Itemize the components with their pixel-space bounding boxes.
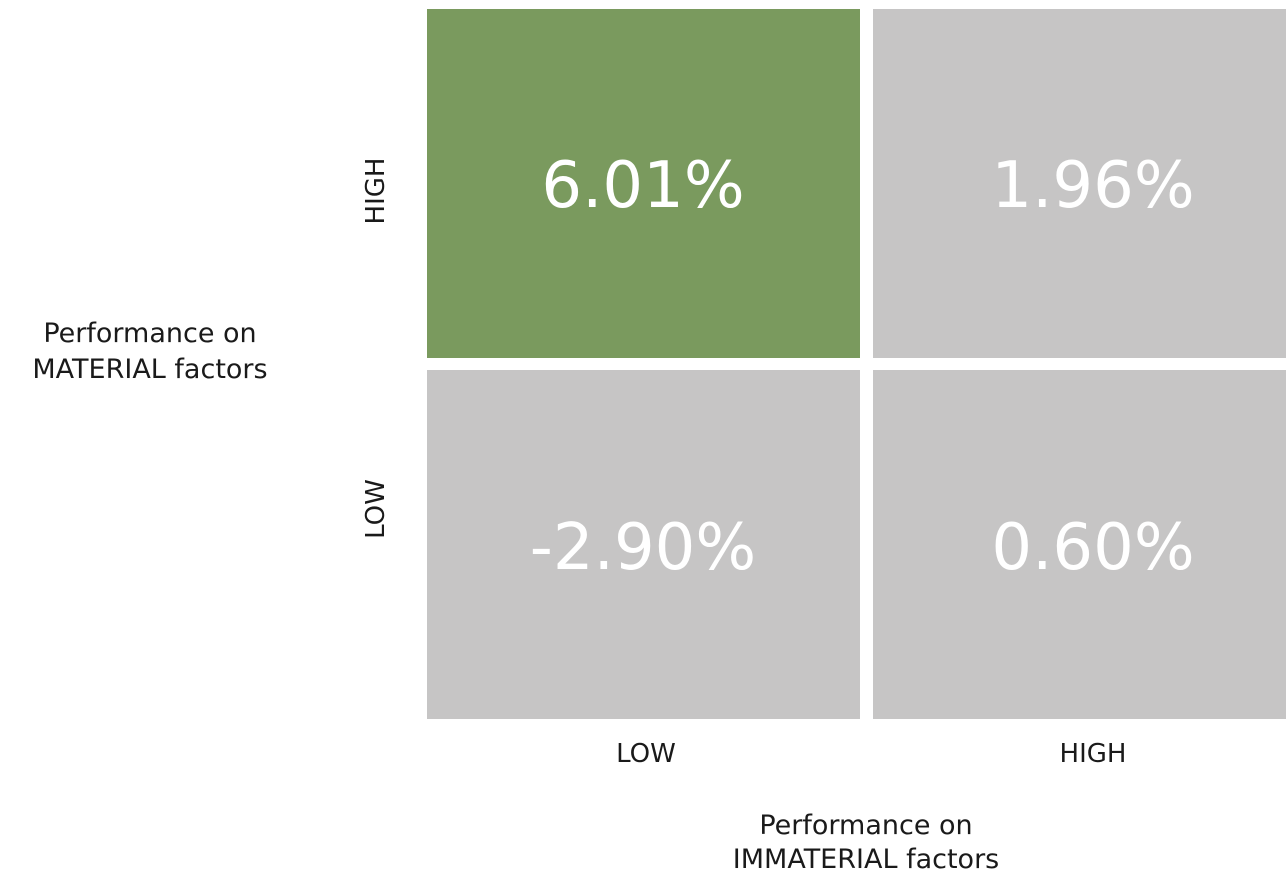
matrix-cell-high-high: 1.96% <box>873 9 1286 358</box>
cell-value-label: 1.96% <box>991 149 1194 223</box>
cell-rect <box>427 9 860 358</box>
y-axis-title-line: Performance on <box>43 318 256 349</box>
y-tick-label-high: HIGH <box>361 158 391 225</box>
y-tick-label-low: LOW <box>361 479 391 539</box>
cell-value-label: -2.90% <box>530 511 756 585</box>
x-tick-label-low: LOW <box>616 739 676 769</box>
y-axis-title: Performance on MATERIAL factors <box>32 318 267 385</box>
cell-rect <box>873 9 1286 358</box>
cell-value-label: 6.01% <box>541 149 744 223</box>
matrix-cell-low-high: 0.60% <box>873 370 1286 719</box>
x-axis-title-line: Performance on <box>759 810 972 841</box>
cell-value-label: 0.60% <box>991 511 1194 585</box>
x-tick-label-high: HIGH <box>1060 739 1127 769</box>
cell-rect <box>873 370 1286 719</box>
matrix-cell-high-low: 6.01% <box>427 9 860 358</box>
matrix-cell-low-low: -2.90% <box>427 370 860 719</box>
y-axis-title-line: MATERIAL factors <box>32 354 267 385</box>
cell-rect <box>427 370 860 719</box>
x-axis-title-line: IMMATERIAL factors <box>733 844 999 875</box>
